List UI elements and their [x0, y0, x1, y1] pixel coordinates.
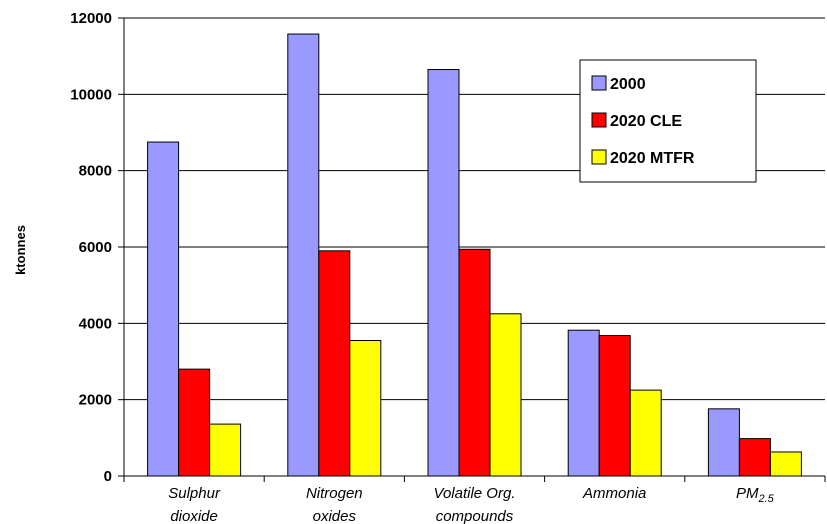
- y-tick-label: 6000: [79, 239, 112, 256]
- bar-2000-3: [567, 329, 600, 477]
- x-category-label: Nitrogen: [306, 485, 363, 502]
- y-tick-label: 10000: [70, 86, 112, 103]
- y-tick-label: 0: [104, 468, 112, 485]
- bar-2020-cle-0: [178, 368, 211, 477]
- bar-2000-2: [427, 69, 460, 477]
- axes: [118, 17, 826, 482]
- x-category-label-subscript: 2.5: [758, 493, 775, 505]
- bar-2020-mtfr-4: [769, 451, 802, 477]
- bar-2020-mtfr-3: [629, 389, 662, 477]
- legend-label: 2000: [610, 76, 646, 93]
- legend-swatch: [591, 75, 607, 91]
- bar-2020-mtfr-2: [489, 313, 522, 477]
- x-category-label: dioxide: [170, 508, 218, 524]
- legend-swatch: [591, 149, 607, 165]
- bar-2020-cle-4: [738, 438, 771, 477]
- legend-label: 2020 CLE: [610, 113, 682, 130]
- bar-2000-0: [147, 141, 180, 477]
- legend-label: 2020 MTFR: [610, 150, 695, 167]
- bar-2000-1: [287, 33, 320, 477]
- x-category-label-text: PM: [736, 485, 759, 502]
- bar-2020-cle-3: [598, 335, 631, 477]
- x-category-label: Volatile Org.: [434, 485, 516, 502]
- y-tick-label: 2000: [79, 392, 112, 409]
- y-tick-label: 12000: [70, 10, 112, 27]
- gridlines: [124, 17, 825, 401]
- y-tick-label: 8000: [79, 163, 112, 180]
- bars: [147, 33, 802, 477]
- x-category-label: oxides: [313, 508, 357, 524]
- legend: 2000 2020 CLE 2020 MTFR: [579, 59, 757, 183]
- x-category-label: Sulphur: [168, 485, 221, 502]
- legend-box: [579, 59, 757, 183]
- x-category-label: PM2.5: [736, 485, 775, 505]
- y-axis-label: ktonnes: [13, 225, 28, 275]
- legend-swatch: [591, 112, 607, 128]
- x-category-labels: Sulphur dioxide Nitrogen oxides Volatile Org…: [168, 485, 774, 524]
- y-tick-labels: 0 2000 4000 6000 8000 10000 12000: [70, 10, 112, 485]
- x-category-label: Ammonia: [582, 485, 646, 502]
- bar-2020-mtfr-0: [209, 423, 242, 477]
- x-category-label: compounds: [436, 508, 514, 524]
- bar-2020-cle-2: [458, 248, 491, 477]
- bar-2020-mtfr-1: [349, 340, 382, 477]
- y-tick-label: 4000: [79, 315, 112, 332]
- bar-2000-4: [707, 408, 740, 477]
- bar-2020-cle-1: [318, 250, 351, 477]
